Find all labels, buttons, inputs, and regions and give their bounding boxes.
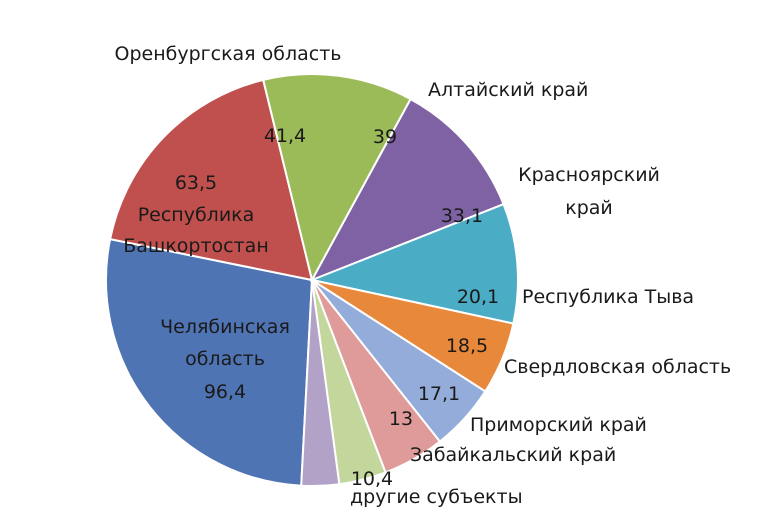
pie-slices — [105, 73, 519, 487]
category-label-primorsky: Приморский край — [470, 414, 647, 436]
value-label-others: 10,4 — [351, 468, 393, 490]
category-label-bashkortostan-line2: Башкортостан — [123, 235, 269, 257]
value-label-altai: 39 — [373, 126, 397, 148]
category-label-sverdlovsk: Свердловская область — [504, 356, 731, 378]
value-label-bashkortostan: 63,5 — [175, 172, 217, 194]
value-label-chelyabinsk: 96,4 — [204, 381, 246, 403]
category-label-krasnoyarsk-line2: край — [565, 197, 613, 219]
pie-slice-krasnoyarsk — [308, 202, 519, 325]
category-label-tyva: Республика Тыва — [522, 286, 694, 308]
value-label-sverdlovsk: 18,5 — [446, 335, 488, 357]
value-label-krasnoyarsk: 33,1 — [441, 205, 483, 227]
category-label-krasnoyarsk-line1: Красноярский — [518, 164, 660, 186]
value-label-orenburg: 41,4 — [264, 125, 306, 147]
value-label-tyva: 20,1 — [457, 286, 499, 308]
category-label-bashkortostan-line1: Республика — [138, 204, 255, 226]
pie-slice-bashkortostan — [108, 78, 314, 282]
pie-slice-orenburg — [262, 73, 412, 283]
category-label-altai: Алтайский край — [428, 79, 588, 101]
pie-slice-chelyabinsk — [105, 237, 314, 487]
category-label-orenburg: Оренбургская область — [114, 43, 341, 65]
pie-slice-others — [300, 279, 341, 487]
category-label-chelyabinsk-line1: Челябинская — [160, 316, 290, 338]
category-label-chelyabinsk-line2: область — [185, 348, 265, 370]
value-label-primorsky: 17,1 — [418, 383, 460, 405]
category-label-others: другие субъекты — [350, 486, 523, 508]
pie-slice-altai — [309, 97, 505, 282]
value-label-zabaikalsky: 13 — [389, 408, 413, 430]
category-label-zabaikalsky: Забайкальский край — [410, 444, 616, 466]
